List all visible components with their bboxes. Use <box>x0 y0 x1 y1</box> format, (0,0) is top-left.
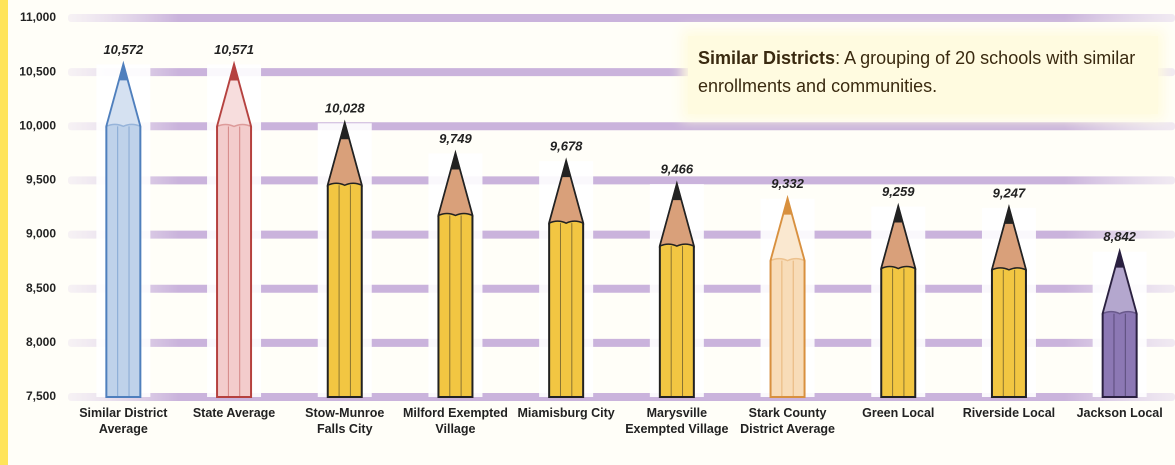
x-tick-label: Riverside Local <box>955 405 1063 421</box>
y-tick-label: 8,500 <box>26 281 56 295</box>
x-tick-label: Jackson Local <box>1066 405 1174 421</box>
pencil <box>982 208 1036 397</box>
value-label: 10,028 <box>325 101 366 116</box>
value-label: 9,259 <box>882 184 915 199</box>
pencil <box>871 207 925 397</box>
x-tick-label: Miamisburg City <box>512 405 620 421</box>
x-tick-label: Marysville Exempted Village <box>623 405 731 437</box>
pencil <box>650 184 704 397</box>
value-label: 10,572 <box>103 42 144 57</box>
x-tick-label: Similar District Average <box>69 405 177 437</box>
chart: 7,500 8,000 8,500 9,000 9,500 10,000 10,500 11,… <box>0 0 1175 465</box>
value-label: 9,678 <box>550 139 583 154</box>
x-tick-label: Stow-Munroe Falls City <box>291 405 399 437</box>
pencil <box>96 64 150 397</box>
value-label: 9,466 <box>661 162 694 177</box>
value-label: 9,247 <box>993 185 1026 200</box>
value-label: 10,571 <box>214 42 254 57</box>
y-tick-label: 8,000 <box>26 335 56 349</box>
value-label: 8,842 <box>1103 229 1136 244</box>
value-label: 9,749 <box>439 131 472 146</box>
pencil <box>318 123 372 397</box>
pencil <box>539 161 593 397</box>
x-tick-label: State Average <box>180 405 288 421</box>
y-tick-label: 10,000 <box>19 118 56 132</box>
x-tick-label: Green Local <box>844 405 952 421</box>
pencil <box>207 64 261 397</box>
pencil <box>761 199 815 397</box>
annotation-title: Similar Districts <box>698 48 835 68</box>
x-tick-label: Milford Exempted Village <box>401 405 509 437</box>
x-tick-label: Stark County District Average <box>734 405 842 437</box>
grid-line <box>68 14 1175 22</box>
annotation: Similar Districts: A grouping of 20 scho… <box>688 36 1158 114</box>
y-tick-label: 9,500 <box>26 173 56 187</box>
pencil <box>1093 252 1147 397</box>
value-label: 9,332 <box>771 176 804 191</box>
y-tick-label: 7,500 <box>26 389 56 403</box>
y-tick-label: 11,000 <box>20 10 56 24</box>
y-tick-label: 10,500 <box>19 64 56 78</box>
pencil <box>428 153 482 397</box>
y-tick-label: 9,000 <box>26 227 56 241</box>
